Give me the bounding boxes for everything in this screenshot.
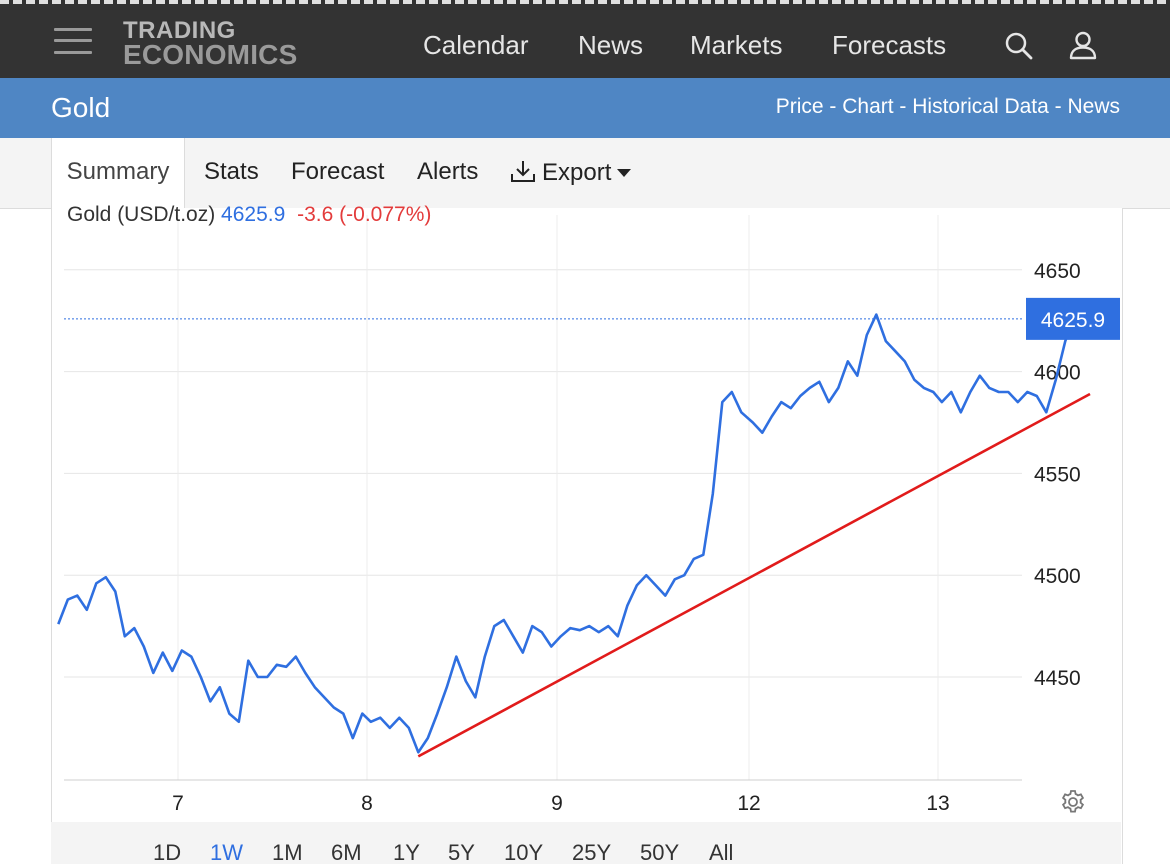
logo[interactable]: TRADING ECONOMICS [123,17,298,70]
range-50y[interactable]: 50Y [640,840,680,865]
legend-label: Gold (USD/t.oz) [67,203,216,226]
range-1w[interactable]: 1W [210,840,243,865]
search-icon[interactable] [1004,31,1034,66]
range-6m[interactable]: 6M [331,840,362,865]
top-ticker-stripe [0,0,1170,4]
link-news[interactable]: News [1067,95,1120,118]
link-chart[interactable]: Chart [842,95,894,118]
y-tick-label: 4550 [1034,463,1081,486]
top-navbar: TRADING ECONOMICS Calendar News Markets … [0,0,1170,78]
nav-markets[interactable]: Markets [690,30,783,60]
x-tick-label: 7 [172,792,184,815]
x-tick-label: 8 [361,792,373,815]
link-historical-data[interactable]: Historical Data [912,95,1049,118]
tab-alerts[interactable]: Alerts [417,158,479,185]
y-tick-label: 4650 [1034,260,1081,283]
legend-price: 4625.9 [221,203,286,226]
range-1y[interactable]: 1Y [393,840,420,865]
y-tick-label: 4450 [1034,667,1081,690]
price-series-line [57,313,1082,754]
gear-icon[interactable] [1060,789,1086,820]
legend-change-pct: (-0.077%) [339,203,432,226]
range-25y[interactable]: 25Y [572,840,612,865]
range-10y[interactable]: 10Y [504,840,544,865]
x-tick-label: 13 [926,792,949,815]
link-separator: - [1048,95,1068,118]
tab-stats[interactable]: Stats [204,158,259,185]
last-price-badge-label: 4625.9 [1041,309,1105,332]
legend-change: -3.6 [297,203,334,226]
chart-card [51,208,1123,864]
tab-bar: Summary Stats Forecast Alerts Export [0,138,1170,209]
y-tick-label: 4500 [1034,565,1081,588]
download-icon [510,158,536,184]
range-1d[interactable]: 1D [153,840,182,865]
range-selector: 1D 1W 1M 6M 1Y 5Y 10Y 25Y 50Y All [51,822,1121,865]
tab-export[interactable]: Export [510,138,632,208]
nav-forecasts[interactable]: Forecasts [832,30,947,60]
caret-down-icon [617,168,632,178]
logo-line1: TRADING [123,17,236,44]
link-separator: - [823,95,843,118]
trend-line [417,392,1091,758]
nav-news[interactable]: News [578,30,644,60]
nav-calendar[interactable]: Calendar [423,30,529,60]
page-title: Gold [51,92,111,123]
chart-legend: Gold (USD/t.oz) 4625.9 -3.6 (-0.077%) [67,203,431,227]
range-all[interactable]: All [709,840,734,865]
user-icon[interactable] [1068,30,1098,65]
tab-summary[interactable]: Summary [51,138,185,208]
range-1m[interactable]: 1M [272,840,303,865]
logo-line2: ECONOMICS [123,39,298,70]
subnav-links: Price - Chart - Historical Data - News [776,95,1120,119]
export-label: Export [542,159,612,186]
x-tick-label: 12 [737,792,760,815]
tab-forecast[interactable]: Forecast [291,158,385,185]
link-price[interactable]: Price [775,95,824,118]
last-price-badge [1026,297,1120,340]
title-bar: Gold Price - Chart - Historical Data - N… [0,78,1170,138]
range-5y[interactable]: 5Y [448,840,475,865]
menu-icon[interactable] [54,26,92,56]
link-separator: - [893,95,913,118]
x-tick-label: 9 [551,792,563,815]
